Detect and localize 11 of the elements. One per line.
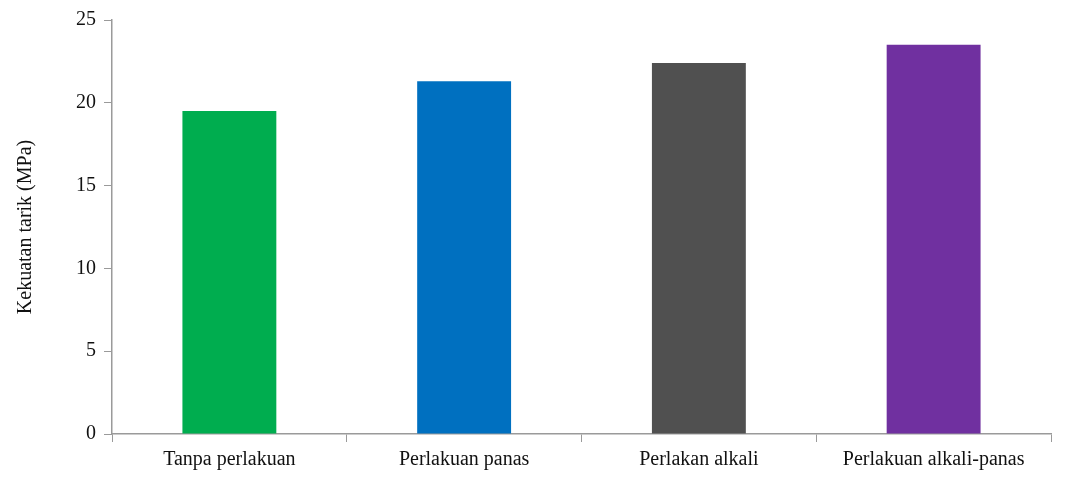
x-tick-label: Perlakuan alkali-panas: [842, 447, 1025, 471]
y-tick-label: 15: [76, 172, 96, 195]
y-tick-label: 5: [86, 338, 96, 361]
y-tick-label: 25: [76, 7, 96, 30]
y-tick-label: 0: [86, 421, 96, 444]
x-tick-label: Perlakan alkali: [639, 447, 760, 470]
y-axis-title: Kekuatan tarik (MPa): [13, 139, 37, 315]
y-tick-label: 20: [76, 90, 96, 113]
x-tick-label: Tanpa perlakuan: [163, 447, 296, 471]
y-tick-label: 10: [76, 255, 96, 278]
x-tick-label: Perlakuan panas: [398, 447, 530, 471]
